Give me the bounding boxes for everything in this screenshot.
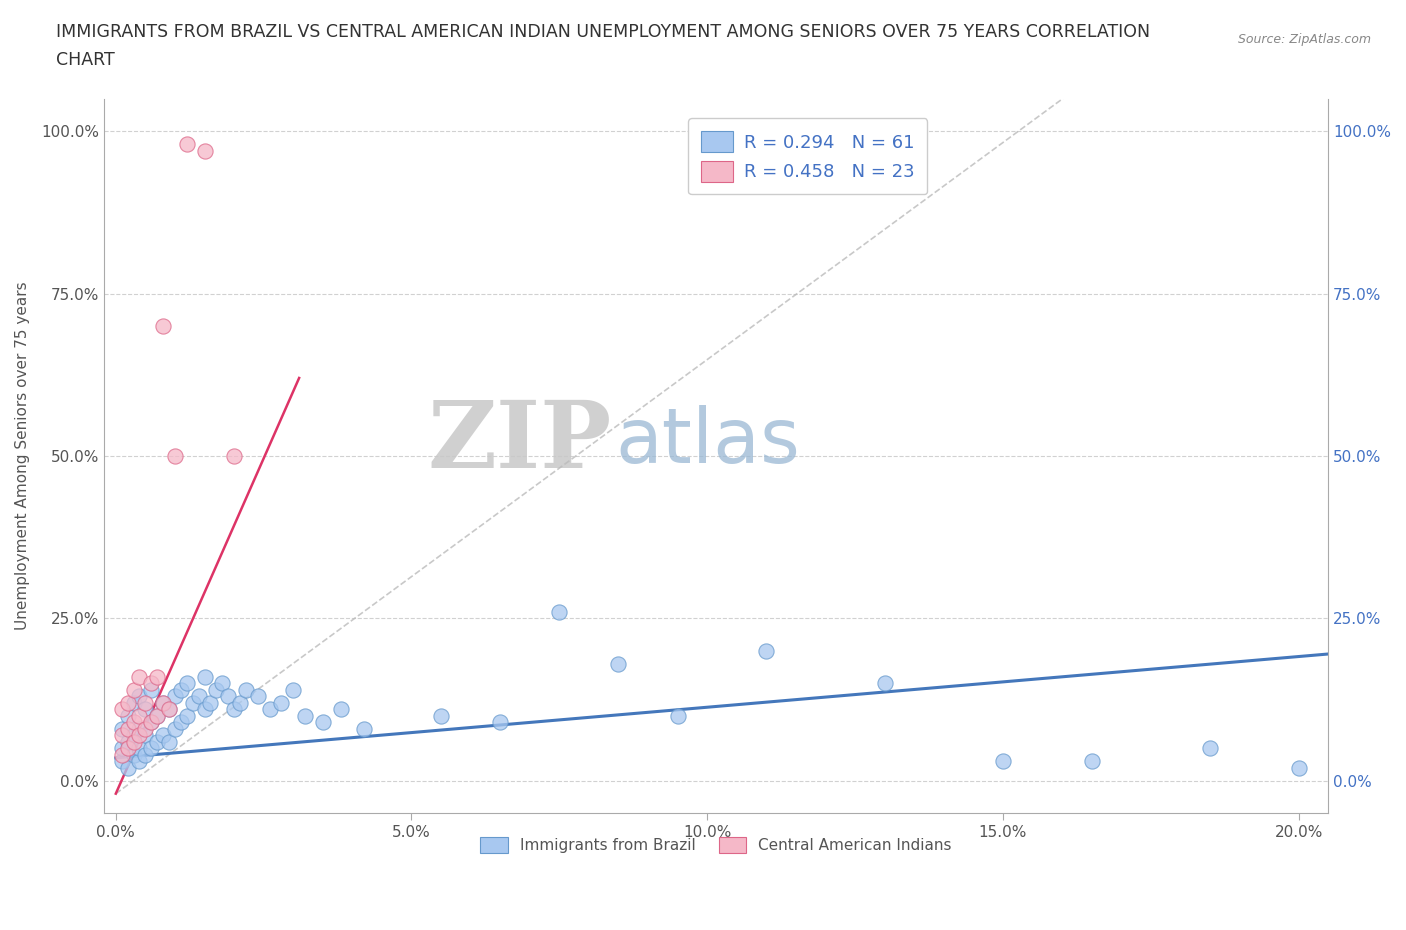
- Point: [152, 319, 174, 334]
- Point: [1288, 760, 1310, 775]
- Point: [117, 696, 139, 711]
- Point: [111, 753, 134, 768]
- Point: [111, 722, 134, 737]
- Point: [117, 740, 139, 755]
- Point: [128, 709, 150, 724]
- Point: [187, 689, 209, 704]
- Text: atlas: atlas: [616, 405, 800, 479]
- Point: [122, 747, 145, 762]
- Point: [430, 709, 453, 724]
- Text: CHART: CHART: [56, 51, 115, 69]
- Point: [111, 728, 134, 743]
- Point: [607, 657, 630, 671]
- Point: [146, 709, 169, 724]
- Point: [111, 747, 134, 762]
- Point: [200, 696, 222, 711]
- Point: [181, 696, 204, 711]
- Text: Source: ZipAtlas.com: Source: ZipAtlas.com: [1237, 33, 1371, 46]
- Point: [176, 676, 198, 691]
- Point: [1080, 753, 1102, 768]
- Point: [141, 740, 163, 755]
- Point: [157, 702, 180, 717]
- Point: [157, 735, 180, 750]
- Point: [152, 696, 174, 711]
- Point: [170, 715, 193, 730]
- Point: [134, 747, 156, 762]
- Point: [1198, 740, 1220, 755]
- Point: [222, 702, 245, 717]
- Point: [128, 753, 150, 768]
- Point: [873, 676, 896, 691]
- Point: [312, 715, 335, 730]
- Point: [117, 722, 139, 737]
- Point: [146, 709, 169, 724]
- Point: [111, 702, 134, 717]
- Point: [128, 689, 150, 704]
- Point: [193, 702, 215, 717]
- Point: [222, 448, 245, 463]
- Point: [117, 760, 139, 775]
- Point: [128, 670, 150, 684]
- Point: [193, 670, 215, 684]
- Point: [117, 709, 139, 724]
- Point: [235, 683, 257, 698]
- Point: [193, 143, 215, 158]
- Point: [217, 689, 239, 704]
- Point: [163, 448, 186, 463]
- Point: [122, 683, 145, 698]
- Point: [283, 683, 305, 698]
- Point: [128, 722, 150, 737]
- Point: [294, 709, 316, 724]
- Point: [353, 722, 375, 737]
- Point: [246, 689, 269, 704]
- Point: [270, 696, 292, 711]
- Point: [134, 722, 156, 737]
- Point: [152, 696, 174, 711]
- Y-axis label: Unemployment Among Seniors over 75 years: Unemployment Among Seniors over 75 years: [15, 282, 30, 631]
- Point: [146, 670, 169, 684]
- Point: [259, 702, 281, 717]
- Point: [211, 676, 233, 691]
- Point: [134, 728, 156, 743]
- Text: IMMIGRANTS FROM BRAZIL VS CENTRAL AMERICAN INDIAN UNEMPLOYMENT AMONG SENIORS OVE: IMMIGRANTS FROM BRAZIL VS CENTRAL AMERIC…: [56, 23, 1150, 41]
- Point: [141, 683, 163, 698]
- Legend: Immigrants from Brazil, Central American Indians: Immigrants from Brazil, Central American…: [474, 830, 957, 859]
- Point: [176, 137, 198, 152]
- Point: [128, 728, 150, 743]
- Point: [141, 715, 163, 730]
- Point: [122, 735, 145, 750]
- Point: [157, 702, 180, 717]
- Point: [489, 715, 512, 730]
- Point: [548, 604, 571, 619]
- Point: [152, 728, 174, 743]
- Point: [229, 696, 252, 711]
- Point: [122, 696, 145, 711]
- Point: [141, 676, 163, 691]
- Point: [991, 753, 1014, 768]
- Point: [170, 683, 193, 698]
- Point: [134, 696, 156, 711]
- Point: [176, 709, 198, 724]
- Point: [755, 644, 778, 658]
- Point: [111, 740, 134, 755]
- Point: [666, 709, 689, 724]
- Point: [329, 702, 352, 717]
- Point: [163, 722, 186, 737]
- Point: [122, 728, 145, 743]
- Point: [122, 715, 145, 730]
- Text: ZIP: ZIP: [427, 396, 612, 486]
- Point: [163, 689, 186, 704]
- Point: [141, 715, 163, 730]
- Point: [117, 735, 139, 750]
- Point: [128, 740, 150, 755]
- Point: [205, 683, 228, 698]
- Point: [146, 735, 169, 750]
- Point: [134, 702, 156, 717]
